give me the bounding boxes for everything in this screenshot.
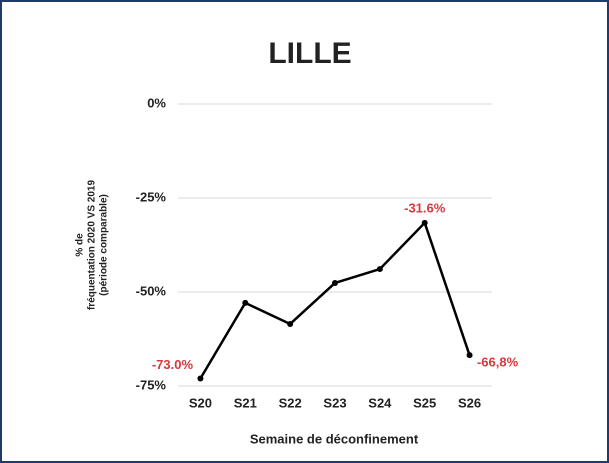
x-axis-label: Semaine de déconfinement	[250, 431, 419, 446]
y-axis-label: % de fréquentation 2020 VS 2019 (période…	[75, 180, 110, 310]
point	[466, 352, 473, 359]
x-tick-label: S22	[279, 395, 302, 410]
y-axis-label-line: (période comparable)	[99, 194, 110, 296]
point	[242, 299, 249, 306]
point	[421, 219, 428, 226]
chart-title: LILLE	[268, 37, 351, 70]
y-axis-label-line: fréquentation 2020 VS 2019	[87, 180, 98, 310]
point	[287, 320, 294, 327]
y-tick-label: -75%	[136, 377, 167, 392]
x-tick-label: S25	[413, 395, 436, 410]
y-tick-label: -25%	[136, 189, 167, 204]
y-tick-label: -50%	[136, 283, 167, 298]
x-tick-label: S23	[323, 395, 346, 410]
data-label: -73.0%	[152, 357, 194, 372]
x-tick-label: S26	[458, 395, 481, 410]
y-axis-label-line: % de	[75, 233, 86, 257]
x-tick-label: S21	[234, 395, 257, 410]
x-tick-label: S20	[189, 395, 212, 410]
point	[197, 375, 204, 382]
y-tick-label: 0%	[147, 95, 166, 110]
data-label: -66,8%	[477, 355, 519, 370]
point	[376, 266, 383, 273]
data-label: -31.6%	[404, 200, 446, 215]
point	[332, 279, 338, 286]
x-tick-label: S24	[368, 395, 392, 410]
